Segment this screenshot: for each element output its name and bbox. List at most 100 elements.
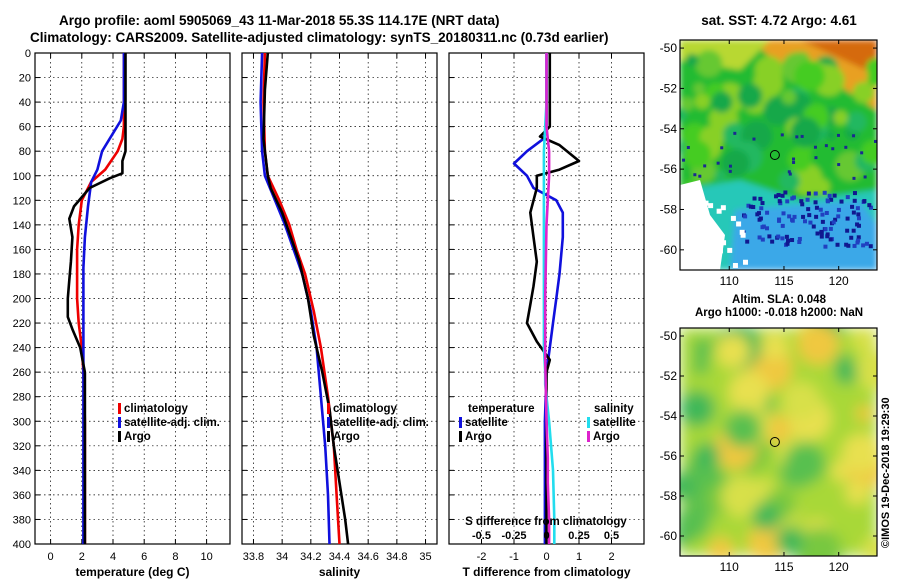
series-line-temperature-argo: [525, 53, 581, 544]
plot-frame: [34, 52, 231, 545]
sst-blob: [787, 147, 812, 172]
legend-label: satellite: [465, 417, 508, 429]
sst-cold-pixel: [813, 200, 818, 205]
y-tick-label: 300: [13, 416, 31, 428]
sla-blob: [680, 530, 690, 547]
sst-speckle-pixel: [813, 145, 817, 149]
sst-speckle-pixel: [814, 156, 818, 160]
sst-cold-pixel: [844, 242, 849, 247]
y-tick-label: 400: [13, 539, 31, 551]
sst-missing-pixel: [736, 221, 742, 227]
sst-cold-pixel: [774, 194, 779, 199]
sst-map-title: sat. SST: 4.72 Argo: 4.61: [701, 13, 857, 28]
sst-blob: [779, 170, 800, 192]
x2-axis-label: S difference from climatology: [465, 516, 627, 528]
sst-cold-pixel: [777, 199, 782, 204]
sst-speckle-pixel: [852, 134, 856, 138]
legend-swatch: [327, 431, 330, 442]
x-tick-label: -2: [477, 551, 487, 563]
y-tick-label: 320: [13, 441, 31, 453]
sla-blob: [691, 357, 710, 375]
title-line-1: Argo profile: aoml 5905069_43 11-Mar-201…: [59, 13, 499, 28]
sst-cold-pixel: [776, 193, 781, 198]
sst-blob: [680, 97, 694, 111]
map-y-tick-label: -50: [660, 329, 678, 343]
y-tick-label: 380: [13, 514, 31, 526]
sst-blob: [794, 60, 825, 92]
sla-blob: [728, 371, 770, 413]
sst-cold-pixel: [802, 219, 807, 224]
sst-cold-pixel: [801, 214, 806, 219]
sst-cold-pixel: [759, 206, 764, 211]
sst-cold-pixel: [852, 191, 857, 196]
legend-swatch: [459, 417, 462, 428]
legend-swatch: [587, 417, 590, 428]
sst-cold-pixel: [786, 238, 791, 243]
sla-map-subtitle: Argo h1000: -0.018 h2000: NaN: [695, 307, 863, 319]
sst-blob: [737, 83, 763, 109]
y-tick-label: 200: [13, 294, 31, 306]
sst-cold-pixel: [855, 206, 860, 211]
sst-missing-data: [680, 180, 725, 270]
sst-cold-pixel: [746, 203, 751, 208]
x-tick-label: 0: [48, 551, 54, 563]
sst-cold-pixel: [760, 225, 765, 230]
sst-cold-pixel: [825, 199, 830, 204]
sla-blob: [841, 433, 877, 474]
sst-missing-pixel: [706, 239, 712, 245]
sst-blob: [685, 53, 699, 67]
sst-cold-pixel: [785, 199, 790, 204]
sla-blob: [783, 442, 827, 485]
map-y-tick-label: -56: [660, 162, 678, 176]
sst-blob: [683, 140, 712, 169]
sla-blob: [694, 442, 721, 469]
sla-blob: [747, 522, 788, 556]
x-tick-label: 6: [141, 551, 147, 563]
sst-cold-pixel: [797, 239, 802, 244]
y-tick-label: 340: [13, 465, 31, 477]
x-tick-label: 34.2: [300, 551, 321, 563]
sst-speckle-pixel: [792, 160, 796, 164]
sst-missing-pixel: [702, 223, 708, 229]
sst-cold-pixel: [819, 230, 824, 235]
y-tick-label: 20: [19, 73, 31, 85]
sst-blob: [846, 111, 867, 133]
sst-missing-pixel: [710, 249, 716, 255]
sst-speckle-pixel: [728, 169, 732, 173]
legend-title-salinity: salinity: [594, 403, 634, 415]
legend-title-temperature: temperature: [468, 403, 534, 415]
map-x-tick-label: 120: [829, 560, 849, 574]
sst-cold-pixel: [829, 197, 834, 202]
sst-blob: [852, 81, 875, 104]
y-tick-label: 360: [13, 490, 31, 502]
sst-missing-pixel: [721, 240, 727, 246]
x-tick-label: 34.8: [386, 551, 407, 563]
sst-cold-pixel: [832, 193, 837, 198]
sst-cold-pixel: [815, 231, 820, 236]
sst-cold-pixel: [777, 218, 782, 223]
sst-blob: [790, 117, 821, 148]
sst-speckle-pixel: [836, 133, 840, 137]
sst-cold-pixel: [856, 216, 861, 221]
legend-swatch: [327, 417, 330, 428]
sst-map-axes: 110 115 120 -50 -52 -54 -56 -58 -60: [660, 39, 878, 288]
x-tick-label: 4: [110, 551, 116, 563]
sst-cold-pixel: [757, 217, 762, 222]
sst-argo-marker: [769, 150, 780, 160]
sst-cold-pixel: [757, 235, 762, 240]
sst-speckle-pixel: [716, 161, 720, 165]
sst-blob: [680, 108, 687, 122]
sst-cold-pixel: [868, 244, 873, 249]
sst-missing-pixel: [697, 257, 703, 263]
sst-speckle-pixel: [831, 147, 835, 151]
legend-swatch: [118, 417, 121, 428]
sst-cold-pixel: [845, 228, 850, 233]
sst-cold-zone: [730, 200, 877, 270]
imos-watermark: ©IMOS 19-Dec-2018 19:29:30: [880, 397, 892, 548]
x2-tick-label: -0.25: [501, 530, 526, 542]
map-x-tick-label: 110: [720, 274, 739, 288]
sst-cold-pixel: [861, 243, 866, 248]
sla-map-title: Altim. SLA: 0.048: [732, 294, 827, 306]
sst-cold-pixel: [850, 204, 855, 209]
sst-cold-pixel: [828, 226, 833, 231]
